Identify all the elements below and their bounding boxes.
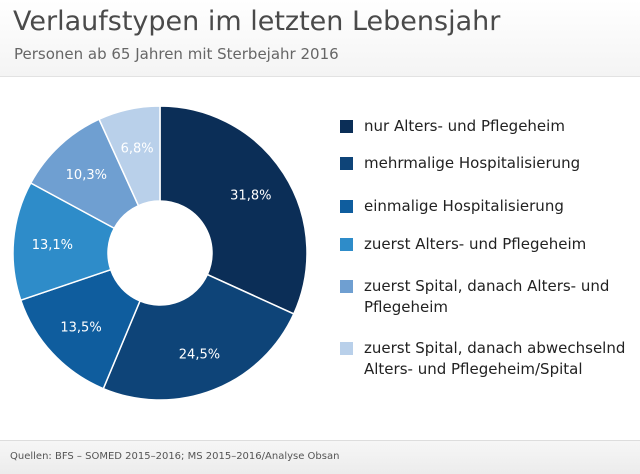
slice-data-label: 24,5% bbox=[179, 348, 220, 363]
legend-swatch bbox=[340, 280, 353, 293]
legend-label: nur Alters- und Pflegeheim bbox=[364, 117, 565, 135]
slice-data-label: 31,8% bbox=[230, 189, 271, 204]
legend-label: einmalige Hospitalisierung bbox=[364, 197, 564, 215]
chart-header: Verlaufstypen im letzten Lebensjahr Pers… bbox=[0, 0, 640, 77]
slice-data-label: 6,8% bbox=[121, 141, 154, 156]
source-note: Quellen: BFS – SOMED 2015–2016; MS 2015–… bbox=[10, 451, 340, 462]
slice-data-label: 13,5% bbox=[60, 321, 101, 336]
chart-subtitle: Personen ab 65 Jahren mit Sterbejahr 201… bbox=[14, 45, 339, 63]
legend-swatch bbox=[340, 120, 353, 133]
donut-slice bbox=[98, 105, 161, 207]
chart-footer: Quellen: BFS – SOMED 2015–2016; MS 2015–… bbox=[0, 440, 640, 474]
legend-swatch bbox=[340, 238, 353, 251]
donut-slice bbox=[19, 268, 141, 390]
legend-label: zuerst Spital, danach abwechselnd Alters… bbox=[364, 339, 626, 378]
legend-swatch bbox=[340, 200, 353, 213]
legend-swatch bbox=[340, 342, 353, 355]
legend-label: mehrmalige Hospitalisierung bbox=[364, 154, 581, 172]
legend-label: zuerst Alters- und Pflegeheim bbox=[364, 235, 587, 253]
legend-swatch bbox=[340, 157, 353, 170]
donut-slices bbox=[12, 105, 308, 401]
donut-slice bbox=[159, 105, 308, 315]
slice-data-label: 10,3% bbox=[66, 168, 107, 183]
legend-label: zuerst Spital, danach Alters- und Pflege… bbox=[364, 277, 610, 316]
donut-slice bbox=[102, 273, 295, 401]
slice-data-label: 13,1% bbox=[32, 238, 73, 253]
donut-data-labels: 31,8% 24,5% 13,5% 13,1% 10,3% 6,8% bbox=[32, 141, 272, 362]
chart-title: Verlaufstypen im letzten Lebensjahr bbox=[13, 6, 501, 37]
